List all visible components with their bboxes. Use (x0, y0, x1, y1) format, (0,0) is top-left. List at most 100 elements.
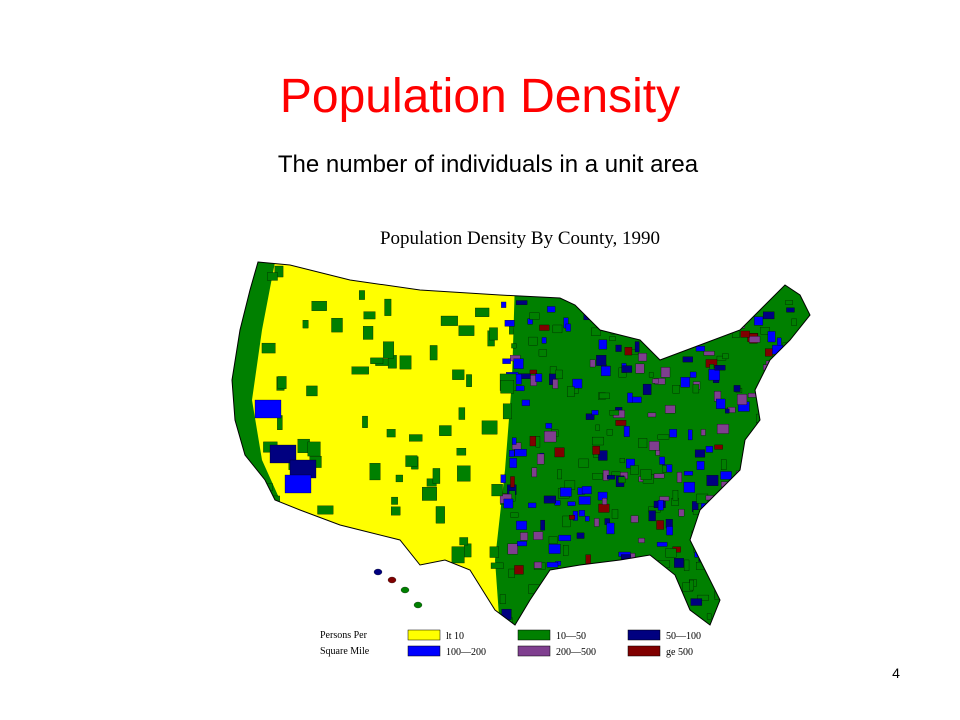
county (510, 476, 515, 488)
county (639, 602, 645, 609)
county (578, 458, 589, 468)
county (595, 424, 600, 431)
county (577, 616, 586, 625)
county (578, 496, 591, 505)
county (750, 525, 761, 534)
county (331, 317, 343, 333)
county (760, 512, 768, 520)
county (700, 508, 708, 518)
county (723, 323, 736, 330)
county (514, 565, 524, 575)
county (765, 587, 774, 594)
county (785, 582, 798, 594)
county (722, 353, 729, 360)
county (786, 548, 795, 559)
county (705, 446, 713, 453)
county (758, 423, 766, 431)
page-number: 4 (892, 665, 900, 681)
county (683, 559, 690, 571)
county (409, 434, 423, 442)
county (772, 572, 780, 584)
county (750, 616, 760, 625)
county (509, 326, 514, 335)
county (728, 575, 738, 586)
county (589, 618, 596, 625)
county (797, 588, 806, 598)
county (666, 526, 673, 536)
county (751, 437, 763, 447)
county (748, 336, 761, 343)
county (510, 512, 519, 518)
county (688, 429, 693, 441)
county (514, 449, 527, 457)
county (529, 312, 540, 320)
legend-swatch (627, 645, 661, 657)
county (793, 605, 799, 612)
county (716, 398, 726, 409)
county (768, 562, 779, 574)
county (657, 500, 664, 511)
county (502, 358, 511, 364)
county (274, 265, 284, 278)
county (634, 590, 645, 599)
county (778, 602, 790, 614)
legend-label: 100—200 (446, 647, 486, 658)
county (746, 565, 753, 571)
county (625, 583, 633, 593)
county (659, 456, 665, 465)
county (729, 306, 739, 317)
island (400, 586, 410, 594)
county (765, 560, 774, 567)
county (544, 430, 557, 443)
county (548, 544, 561, 554)
county (680, 604, 685, 614)
county (656, 520, 664, 530)
county (284, 474, 312, 494)
county (459, 537, 469, 546)
county (716, 424, 729, 434)
county (786, 307, 795, 313)
county (754, 434, 766, 446)
county (760, 327, 770, 335)
county (656, 542, 668, 547)
county (317, 505, 334, 515)
county (743, 457, 753, 463)
county (770, 505, 779, 514)
county (738, 605, 744, 610)
county (785, 558, 795, 569)
county (507, 543, 518, 555)
county (592, 473, 603, 480)
county (708, 369, 720, 381)
county (552, 324, 563, 334)
county (621, 365, 633, 373)
legend: Persons Per Square Mile lt 10 10—50 50—100… (320, 629, 701, 658)
county (306, 385, 318, 397)
county (269, 444, 297, 464)
county (609, 410, 620, 416)
legend-swatch (407, 629, 441, 641)
county (261, 342, 276, 354)
county (631, 396, 642, 403)
county (623, 426, 630, 437)
county (655, 450, 661, 456)
county (714, 365, 726, 371)
county (615, 420, 627, 426)
county (533, 531, 544, 540)
county (760, 387, 766, 394)
legend-label: 10—50 (556, 631, 586, 642)
county (739, 511, 745, 517)
county (733, 385, 741, 392)
county (617, 591, 628, 598)
county (706, 535, 714, 546)
slide-subtitle: The number of individuals in a unit area (278, 151, 699, 178)
county (560, 487, 572, 497)
county (490, 562, 504, 569)
county (760, 473, 773, 485)
county (775, 533, 785, 539)
county (712, 503, 719, 511)
county (753, 591, 765, 601)
county (797, 416, 806, 428)
county (723, 584, 733, 595)
county (672, 325, 680, 333)
